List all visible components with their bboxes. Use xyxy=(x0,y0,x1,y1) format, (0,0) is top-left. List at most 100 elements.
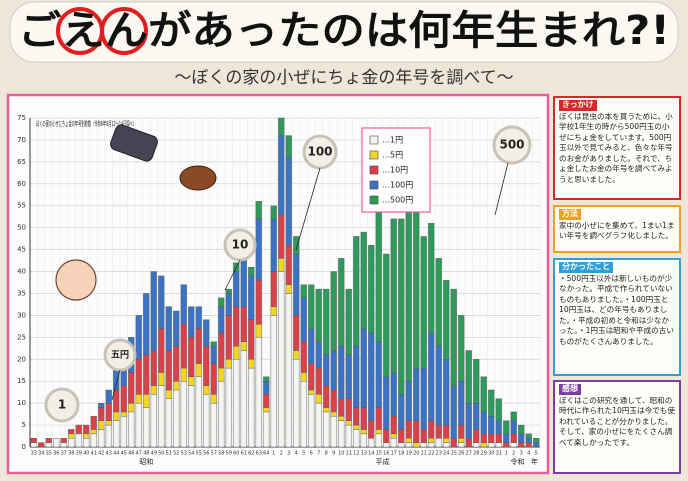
bar-segment xyxy=(271,219,277,272)
bar-segment xyxy=(121,412,127,416)
box-heading: 分かったこと xyxy=(559,262,613,273)
bar-segment xyxy=(188,377,194,386)
chart-title: ごえんがあったのは何年生まれ?! xyxy=(18,8,670,54)
legend-label: …10円 xyxy=(382,166,408,175)
x-tick-label: 64 xyxy=(263,451,269,457)
bar-segment xyxy=(91,416,97,429)
bar-segment xyxy=(143,394,149,407)
legend-label: …100円 xyxy=(382,181,413,190)
bar-segment xyxy=(406,421,412,439)
bar-segment xyxy=(263,394,269,407)
bar-segment xyxy=(451,289,457,386)
x-tick-label: 23 xyxy=(436,451,442,457)
x-tick-label: 1 xyxy=(272,451,275,457)
bar-segment xyxy=(196,377,202,447)
bar-segment xyxy=(331,416,337,447)
bar-segment xyxy=(488,416,494,434)
x-tick-label: 31 xyxy=(496,451,502,457)
x-tick-label: 33 xyxy=(31,451,37,457)
bar-segment xyxy=(473,443,479,447)
bar-segment xyxy=(211,394,217,403)
legend-label: …5円 xyxy=(382,151,403,160)
bar-segment xyxy=(383,443,389,447)
bar-segment xyxy=(218,307,224,333)
bar-segment xyxy=(443,443,449,447)
x-tick-label: 26 xyxy=(458,451,464,457)
x-tick-label: 56 xyxy=(203,451,209,457)
bar-segment xyxy=(436,438,442,447)
bar-segment xyxy=(271,272,277,307)
bar-segment xyxy=(496,421,502,434)
bar-segment xyxy=(173,311,179,346)
bar-segment xyxy=(256,337,262,447)
bar-segment xyxy=(98,421,104,430)
y-tick-label: 10 xyxy=(17,399,26,407)
bar-segment xyxy=(496,434,502,443)
bar-segment xyxy=(83,425,89,434)
bar-segment xyxy=(466,350,472,403)
x-tick-label: 58 xyxy=(218,451,224,457)
x-tick-label: 61 xyxy=(241,451,247,457)
x-tick-label: 35 xyxy=(46,451,52,457)
bar-segment xyxy=(391,219,397,373)
y-tick-label: 15 xyxy=(17,377,26,385)
x-tick-label: 45 xyxy=(121,451,127,457)
bar-segment xyxy=(323,289,329,355)
bar-segment xyxy=(406,381,412,420)
bar-segment xyxy=(151,350,157,385)
bar-segment xyxy=(106,425,112,447)
bar-segment xyxy=(293,359,299,447)
legend-swatch xyxy=(370,181,378,189)
x-tick-label: 62 xyxy=(248,451,254,457)
bar-segment xyxy=(443,425,449,438)
x-tick-label: 22 xyxy=(428,451,434,457)
y-tick-label: 50 xyxy=(17,224,26,232)
box-text: ぼくは昆虫の本を買うために、小学校1年生の時から500円玉の小ぜにちょ金をしてい… xyxy=(559,112,675,186)
bar-segment xyxy=(398,429,404,442)
bar-segment xyxy=(428,438,434,442)
x-tick-label: 19 xyxy=(406,451,412,457)
bar-segment xyxy=(308,285,314,329)
bar-segment xyxy=(226,289,232,293)
bar-segment xyxy=(68,429,74,433)
x-tick-label: 48 xyxy=(143,451,149,457)
y-tick-label: 55 xyxy=(17,202,26,210)
bar-segment xyxy=(458,438,464,442)
bar-segment xyxy=(458,381,464,425)
bar-segment xyxy=(308,329,314,364)
x-tick-label: 47 xyxy=(136,451,142,457)
bar-segment xyxy=(496,443,502,447)
bar-segment xyxy=(361,329,367,408)
bar-segment xyxy=(481,434,487,443)
bar-segment xyxy=(128,372,134,403)
bar-segment xyxy=(98,408,104,421)
bar-segment xyxy=(323,355,329,386)
bar-segment xyxy=(338,399,344,417)
bar-segment xyxy=(196,364,202,377)
bar-segment xyxy=(143,355,149,394)
bar-segment xyxy=(196,307,202,329)
bar-segment xyxy=(278,118,284,136)
bar-segment xyxy=(158,329,164,373)
bar-segment xyxy=(173,381,179,390)
bar-segment xyxy=(443,359,449,425)
annotation: 五円 xyxy=(111,350,129,361)
bar-segment xyxy=(128,412,134,447)
bar-segment xyxy=(436,346,442,425)
bar-segment xyxy=(428,443,434,447)
annotation: 500 xyxy=(499,138,524,152)
bar-segment xyxy=(248,276,254,320)
y-tick-label: 65 xyxy=(17,158,26,166)
x-tick-label: 42 xyxy=(98,451,104,457)
x-tick-label: 1 xyxy=(505,451,508,457)
bar-segment xyxy=(443,438,449,442)
bar-segment xyxy=(106,403,112,421)
bar-segment xyxy=(248,320,254,359)
x-tick-label: 44 xyxy=(113,451,119,457)
bar-segment xyxy=(271,206,277,219)
bar-segment xyxy=(263,412,269,447)
bar-segment xyxy=(361,408,367,430)
y-tick-label: 20 xyxy=(17,355,26,363)
bar-segment xyxy=(233,272,239,307)
bar-segment xyxy=(331,272,337,351)
